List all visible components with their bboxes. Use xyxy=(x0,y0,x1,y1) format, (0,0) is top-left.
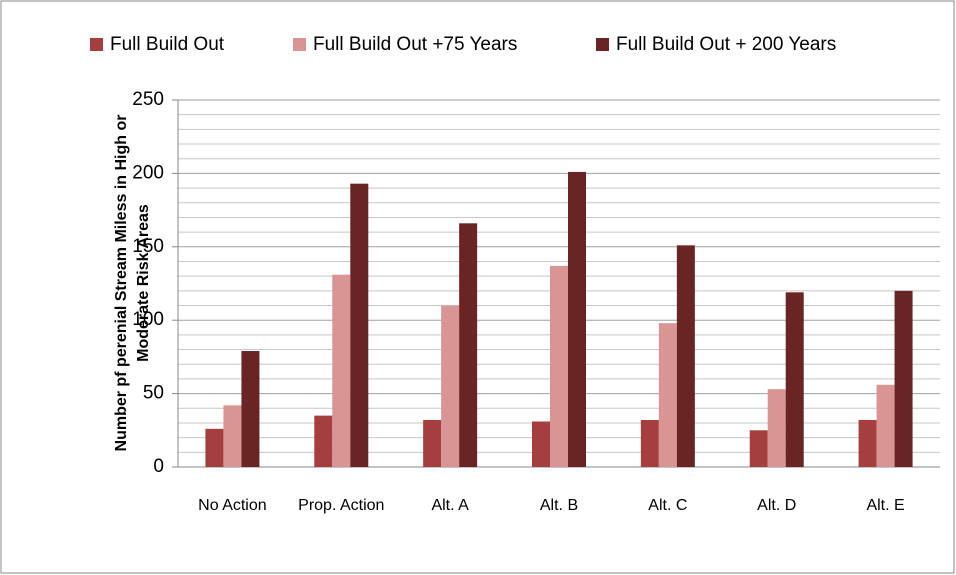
y-tick-label: 250 xyxy=(132,89,164,110)
bar xyxy=(223,405,242,467)
x-tick-label: Alt. B xyxy=(539,497,579,514)
bar xyxy=(350,183,369,467)
y-tick-label: 200 xyxy=(132,162,164,183)
bar xyxy=(785,292,804,467)
x-tick-label: Alt. E xyxy=(866,497,905,514)
bar xyxy=(241,351,260,467)
legend-label: Full Build Out +75 Years xyxy=(313,34,517,55)
bar xyxy=(876,384,895,467)
y-tick-label: 0 xyxy=(153,456,164,477)
bar xyxy=(550,265,568,467)
y-tick-label: 150 xyxy=(132,236,164,257)
bar xyxy=(658,323,677,467)
y-axis-label: Number pf perenial Stream Miless in High… xyxy=(113,114,152,452)
bar xyxy=(423,420,442,467)
bar xyxy=(441,305,460,467)
x-tick-label: No Action xyxy=(198,497,267,514)
bar xyxy=(568,171,586,467)
legend-label: Full Build Out + 200 Years xyxy=(616,34,836,55)
bar xyxy=(532,421,550,467)
bar xyxy=(314,415,333,467)
bar xyxy=(894,290,913,467)
bar xyxy=(459,223,478,467)
legend-swatch xyxy=(90,38,103,51)
bar xyxy=(858,420,877,467)
y-tick-label: 50 xyxy=(143,383,164,404)
x-tick-label: Alt. A xyxy=(431,497,469,514)
x-tick-label: Alt. C xyxy=(648,497,688,514)
legend-swatch xyxy=(596,38,609,51)
y-tick-label: 100 xyxy=(132,309,164,330)
legend-label: Full Build Out xyxy=(110,34,225,55)
x-tick-label: Prop. Action xyxy=(298,497,385,514)
bar xyxy=(676,245,695,467)
x-tick-label: Alt. D xyxy=(757,497,797,514)
bar xyxy=(749,430,768,467)
legend-swatch xyxy=(293,38,306,51)
bar xyxy=(767,389,786,467)
bar xyxy=(332,274,351,467)
bar xyxy=(205,428,224,467)
bar xyxy=(640,420,659,467)
